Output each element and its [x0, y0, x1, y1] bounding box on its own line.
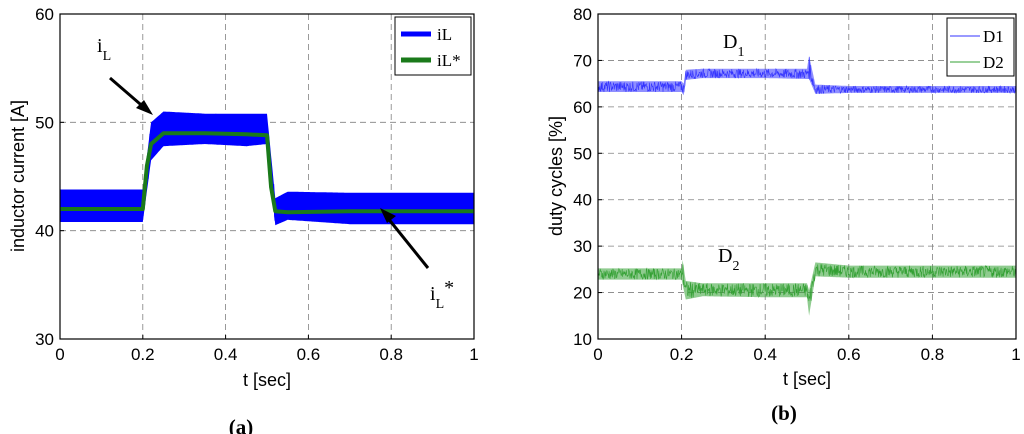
- panel-a-ticks: 0 0.2 0.4 0.6 0.8 1 30 40 50 60: [35, 5, 479, 364]
- panel-a-x-tick-label: 0.6: [297, 345, 321, 364]
- panel-a-series-il-band: [60, 111, 474, 226]
- panel-a-annotation-il-sub: L: [103, 49, 112, 64]
- panel-b-y-tick-label: 60: [573, 98, 592, 117]
- panel-a-arrowhead-il: [136, 100, 153, 115]
- panel-b-series-d1-trace: [597, 56, 1017, 95]
- panel-b-x-tick-label: 0: [593, 345, 602, 364]
- panel-b-ticks: 0 0.2 0.4 0.6 0.8 1 10 20 30 40 50 60 70 80: [573, 5, 1021, 364]
- panel-b-y-tick-label: 70: [573, 51, 592, 70]
- panel-a-annotation-il-star-sub: L: [436, 297, 445, 312]
- panel-a-x-tick-label: 0.2: [131, 345, 155, 364]
- panel-b-y-axis-label: duty cycles [%]: [546, 116, 566, 236]
- panel-a-y-tick-label: 60: [35, 5, 54, 24]
- panel-a-arrowhead-il-star: [380, 208, 396, 223]
- panel-b-series-d2-trace: [597, 264, 1017, 302]
- panel-b-annotation-d1-sub: 1: [737, 45, 744, 60]
- panel-b-grid: [598, 14, 1016, 339]
- panel-a-x-axis-label: t [sec]: [243, 370, 291, 390]
- panel-b-plot-frame: [597, 13, 1017, 340]
- panel-a-legend-label-il-star: iL*: [437, 51, 461, 70]
- panel-b-x-tick-label: 0.8: [921, 345, 945, 364]
- panel-a-annotation-il-star-sup: *: [444, 277, 454, 299]
- panel-b-y-tick-label: 30: [573, 237, 592, 256]
- panel-a-x-tick-label: 0.8: [379, 345, 403, 364]
- panel-b-series-d1-band: [598, 55, 1016, 96]
- panel-b-caption: (b): [771, 401, 797, 425]
- panel-b-y-tick-label: 20: [573, 284, 592, 303]
- panel-b-y-tick-label: 40: [573, 191, 592, 210]
- panel-a-inductor-current: 0 0.2 0.4 0.6 0.8 1 30 40 50 60 t [sec] inductor …: [8, 5, 479, 434]
- panel-b-legend-label-d2: D2: [983, 53, 1004, 72]
- panel-a-y-tick-label: 40: [35, 222, 54, 241]
- panel-a-y-tick-label: 50: [35, 113, 54, 132]
- panel-a-grid: [60, 14, 474, 339]
- panel-b-legend: D1 D2: [946, 17, 1015, 77]
- panel-a-series-il-line: [60, 131, 474, 215]
- panel-a-series: [59, 111, 475, 226]
- panel-b-legend-box: [946, 17, 1015, 77]
- panel-a-arrow-il-star: [385, 216, 430, 269]
- panel-a-annotation-il-main: i: [97, 35, 103, 57]
- panel-b-x-tick-label: 0.2: [670, 345, 694, 364]
- panel-a-legend: iL iL*: [394, 16, 472, 76]
- panel-b-x-tick-label: 0.4: [753, 345, 777, 364]
- panel-b-legend-label-d1: D1: [983, 27, 1004, 46]
- panel-a-x-tick-label: 0: [55, 345, 64, 364]
- panel-b-y-tick-label: 50: [573, 144, 592, 163]
- panel-a-caption: (a): [229, 415, 254, 434]
- panel-b-x-tick-label: 1: [1011, 345, 1020, 364]
- panel-a-x-tick-label: 1: [469, 345, 478, 364]
- panel-a-annotation-il-star: iL*: [430, 277, 454, 312]
- panel-a-plot-frame: [59, 13, 475, 340]
- panel-a-legend-box: [394, 16, 472, 76]
- panel-a-annotation-il: iL: [97, 35, 111, 64]
- panel-b-annotation-d2-sub: 2: [732, 259, 739, 274]
- panel-a-x-tick-label: 0.4: [214, 345, 238, 364]
- panel-a-legend-label-il: iL: [437, 25, 452, 44]
- panel-a-annotation-il-star-main: i: [430, 283, 436, 305]
- panel-b-y-tick-label: 10: [573, 330, 592, 349]
- panel-a-y-tick-label: 30: [35, 330, 54, 349]
- panel-b-x-tick-label: 0.6: [837, 345, 861, 364]
- panel-b-annotation-d1: D1: [723, 31, 744, 60]
- panel-b-annotation-d1-main: D: [723, 31, 737, 53]
- panel-b-duty-cycles: 0 0.2 0.4 0.6 0.8 1 10 20 30 40 50 60 70 80 t [sec] d…: [546, 5, 1021, 425]
- panel-b-annotation-d2-main: D: [718, 245, 732, 267]
- panel-b-series: [597, 55, 1017, 316]
- panel-b-x-axis-label: t [sec]: [783, 369, 831, 389]
- panel-b-y-tick-label: 80: [573, 5, 592, 24]
- panel-b-annotation-d2: D2: [718, 245, 739, 274]
- panel-a-y-axis-label: inductor current [A]: [8, 100, 28, 252]
